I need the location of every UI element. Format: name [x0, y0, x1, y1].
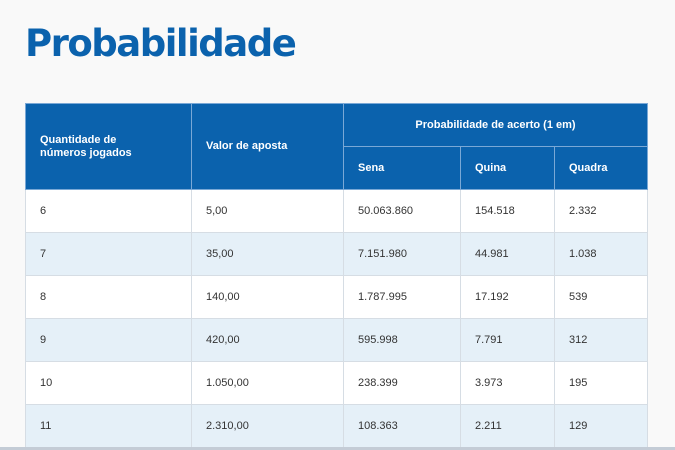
table-cell: 35,00	[191, 232, 344, 276]
header-quantidade: Quantidade de números jogados	[25, 103, 192, 190]
table-cell: 2.211	[460, 404, 555, 448]
table-cell: 2.310,00	[191, 404, 344, 448]
table-row: 6 5,00 50.063.860 154.518 2.332	[25, 189, 648, 233]
table-cell: 2.332	[554, 189, 648, 233]
header-quadra: Quadra	[554, 146, 648, 190]
table-row: 7 35,00 7.151.980 44.981 1.038	[25, 232, 648, 276]
table-cell: 108.363	[343, 404, 461, 448]
table-cell: 195	[554, 361, 648, 405]
table-cell: 10	[25, 361, 192, 405]
table-cell: 1.038	[554, 232, 648, 276]
table-cell: 7.791	[460, 318, 555, 362]
table-row: 11 2.310,00 108.363 2.211 129	[25, 404, 648, 448]
table-cell: 312	[554, 318, 648, 362]
table-cell: 1.050,00	[191, 361, 344, 405]
table-cell: 140,00	[191, 275, 344, 319]
table-cell: 420,00	[191, 318, 344, 362]
table-row: 9 420,00 595.998 7.791 312	[25, 318, 648, 362]
table-cell: 1.787.995	[343, 275, 461, 319]
table-row: 10 1.050,00 238.399 3.973 195	[25, 361, 648, 405]
table-row: 8 140,00 1.787.995 17.192 539	[25, 275, 648, 319]
table-cell: 5,00	[191, 189, 344, 233]
bottom-bar	[0, 447, 675, 450]
header-probabilidade: Probabilidade de acerto (1 em)	[343, 103, 648, 147]
table-cell: 7.151.980	[343, 232, 461, 276]
table-cell: 7	[25, 232, 192, 276]
table-cell: 11	[25, 404, 192, 448]
table-cell: 595.998	[343, 318, 461, 362]
table-cell: 129	[554, 404, 648, 448]
table-cell: 50.063.860	[343, 189, 461, 233]
table-cell: 238.399	[343, 361, 461, 405]
table-cell: 8	[25, 275, 192, 319]
header-quina: Quina	[460, 146, 555, 190]
table-cell: 9	[25, 318, 192, 362]
header-valor: Valor de aposta	[191, 103, 344, 190]
table-cell: 154.518	[460, 189, 555, 233]
header-sena: Sena	[343, 146, 461, 190]
page-title: Probabilidade	[25, 22, 297, 65]
table-cell: 17.192	[460, 275, 555, 319]
table-cell: 3.973	[460, 361, 555, 405]
table-cell: 44.981	[460, 232, 555, 276]
table-cell: 6	[25, 189, 192, 233]
probability-table: Quantidade de números jogados Valor de a…	[25, 103, 648, 448]
table-cell: 539	[554, 275, 648, 319]
